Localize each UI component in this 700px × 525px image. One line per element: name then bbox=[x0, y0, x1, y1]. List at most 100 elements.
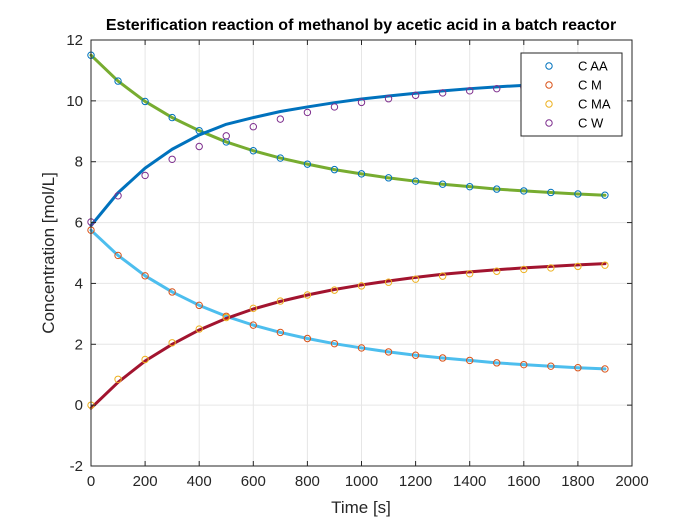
data-point bbox=[276, 115, 285, 123]
data-point bbox=[249, 147, 258, 155]
data-point bbox=[384, 95, 393, 103]
data-point bbox=[330, 339, 339, 348]
data-point bbox=[547, 264, 555, 272]
x-tick-label: 1800 bbox=[561, 473, 594, 490]
data-point bbox=[330, 165, 339, 174]
data-point bbox=[438, 89, 447, 97]
data-point bbox=[411, 275, 420, 283]
data-point bbox=[114, 77, 122, 85]
data-point bbox=[330, 286, 339, 294]
data-point bbox=[411, 177, 420, 185]
data-point bbox=[384, 278, 393, 286]
x-tick-label: 1200 bbox=[399, 473, 432, 490]
fit-lines bbox=[89, 53, 607, 410]
data-point bbox=[249, 304, 258, 313]
data-point bbox=[195, 301, 203, 310]
x-tick-label: 1000 bbox=[345, 473, 378, 490]
legend-marker bbox=[545, 119, 553, 127]
data-point bbox=[466, 269, 474, 278]
data-point bbox=[195, 126, 203, 135]
data-point bbox=[601, 261, 609, 269]
data-point bbox=[168, 155, 176, 163]
x-tick-label: 200 bbox=[133, 473, 158, 490]
data-point bbox=[168, 339, 176, 347]
data-point bbox=[466, 356, 474, 365]
data-point bbox=[520, 265, 528, 274]
data-point bbox=[438, 180, 447, 188]
data-point bbox=[574, 364, 582, 372]
y-tick-label: 10 bbox=[66, 93, 83, 110]
y-tick-label: 6 bbox=[75, 215, 83, 232]
data-point bbox=[114, 192, 122, 200]
y-tick-label: 2 bbox=[75, 336, 83, 353]
y-tick-label: 0 bbox=[75, 397, 83, 414]
legend: C AA C M C MA C W bbox=[520, 52, 623, 137]
data-point bbox=[303, 291, 312, 299]
y-tick-label: 12 bbox=[66, 32, 83, 49]
data-point bbox=[601, 191, 609, 199]
x-tick-label: 0 bbox=[87, 473, 95, 490]
data-point bbox=[547, 362, 555, 370]
fit-line bbox=[89, 228, 607, 371]
fit-line bbox=[89, 53, 607, 197]
legend-entry-label: C AA bbox=[578, 59, 608, 74]
y-tick-label: 8 bbox=[75, 154, 83, 171]
x-tick-label: 1400 bbox=[453, 473, 486, 490]
ticks: 0 200 400 600 800 1000 1200 1400 1600 1800 2000-20… bbox=[66, 32, 648, 490]
data-point bbox=[195, 325, 203, 333]
data-point bbox=[303, 334, 312, 343]
data-point bbox=[493, 185, 501, 193]
data-point bbox=[547, 188, 555, 197]
data-point bbox=[411, 351, 420, 359]
fit-line bbox=[89, 262, 607, 410]
legend-box bbox=[520, 52, 623, 137]
data-point bbox=[411, 91, 420, 100]
legend-entry-label: C MA bbox=[578, 97, 611, 112]
fit-line bbox=[89, 81, 607, 228]
data-point bbox=[249, 123, 258, 131]
data-point bbox=[114, 251, 122, 260]
data-point bbox=[384, 174, 393, 182]
data-point bbox=[141, 272, 149, 280]
data-point bbox=[141, 355, 149, 364]
data-point bbox=[493, 84, 501, 93]
data-point bbox=[141, 171, 149, 180]
data-point bbox=[601, 365, 609, 373]
data-point bbox=[520, 360, 528, 369]
data-point bbox=[141, 97, 149, 106]
x-tick-label: 1600 bbox=[507, 473, 540, 490]
data-point bbox=[276, 154, 285, 162]
chart-title: Esterification reaction of methanol by a… bbox=[106, 17, 616, 34]
legend-marker bbox=[545, 62, 553, 70]
data-point bbox=[357, 282, 366, 290]
data-point bbox=[222, 313, 230, 322]
data-markers bbox=[87, 51, 609, 409]
data-point bbox=[466, 87, 474, 95]
data-point bbox=[276, 297, 285, 305]
data-point bbox=[384, 348, 393, 356]
data-point bbox=[168, 113, 176, 122]
data-point bbox=[357, 170, 366, 178]
data-point bbox=[438, 272, 447, 280]
legend-entry-label: C W bbox=[578, 116, 604, 131]
data-point bbox=[574, 190, 582, 198]
data-point bbox=[466, 182, 474, 191]
data-point bbox=[114, 375, 122, 383]
data-point bbox=[303, 108, 312, 117]
data-point bbox=[574, 262, 582, 271]
x-tick-label: 2000 bbox=[615, 473, 648, 490]
data-point bbox=[520, 187, 528, 195]
data-point bbox=[438, 354, 447, 362]
data-point bbox=[303, 160, 312, 168]
y-tick-label: -2 bbox=[70, 458, 83, 475]
data-point bbox=[222, 132, 230, 140]
data-point bbox=[357, 344, 366, 352]
y-axis-label: Concentration [mol/L] bbox=[39, 172, 58, 334]
data-point bbox=[330, 103, 339, 111]
legend-marker bbox=[545, 81, 553, 89]
legend-entry-label: C M bbox=[578, 78, 602, 93]
x-tick-label: 800 bbox=[295, 473, 320, 490]
data-point bbox=[249, 321, 258, 329]
